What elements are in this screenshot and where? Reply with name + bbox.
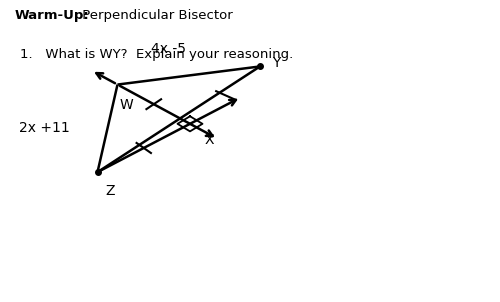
Text: Warm-Up:: Warm-Up: (15, 9, 90, 22)
Text: Perpendicular Bisector: Perpendicular Bisector (78, 9, 232, 22)
Text: X: X (205, 133, 214, 147)
Text: 2x +11: 2x +11 (19, 121, 70, 135)
Text: Y: Y (272, 56, 281, 70)
Text: 1.   What is WY?  Explain your reasoning.: 1. What is WY? Explain your reasoning. (20, 48, 293, 61)
Text: Z: Z (105, 184, 115, 198)
Text: 4x -5: 4x -5 (151, 42, 186, 56)
Text: W: W (120, 98, 134, 112)
